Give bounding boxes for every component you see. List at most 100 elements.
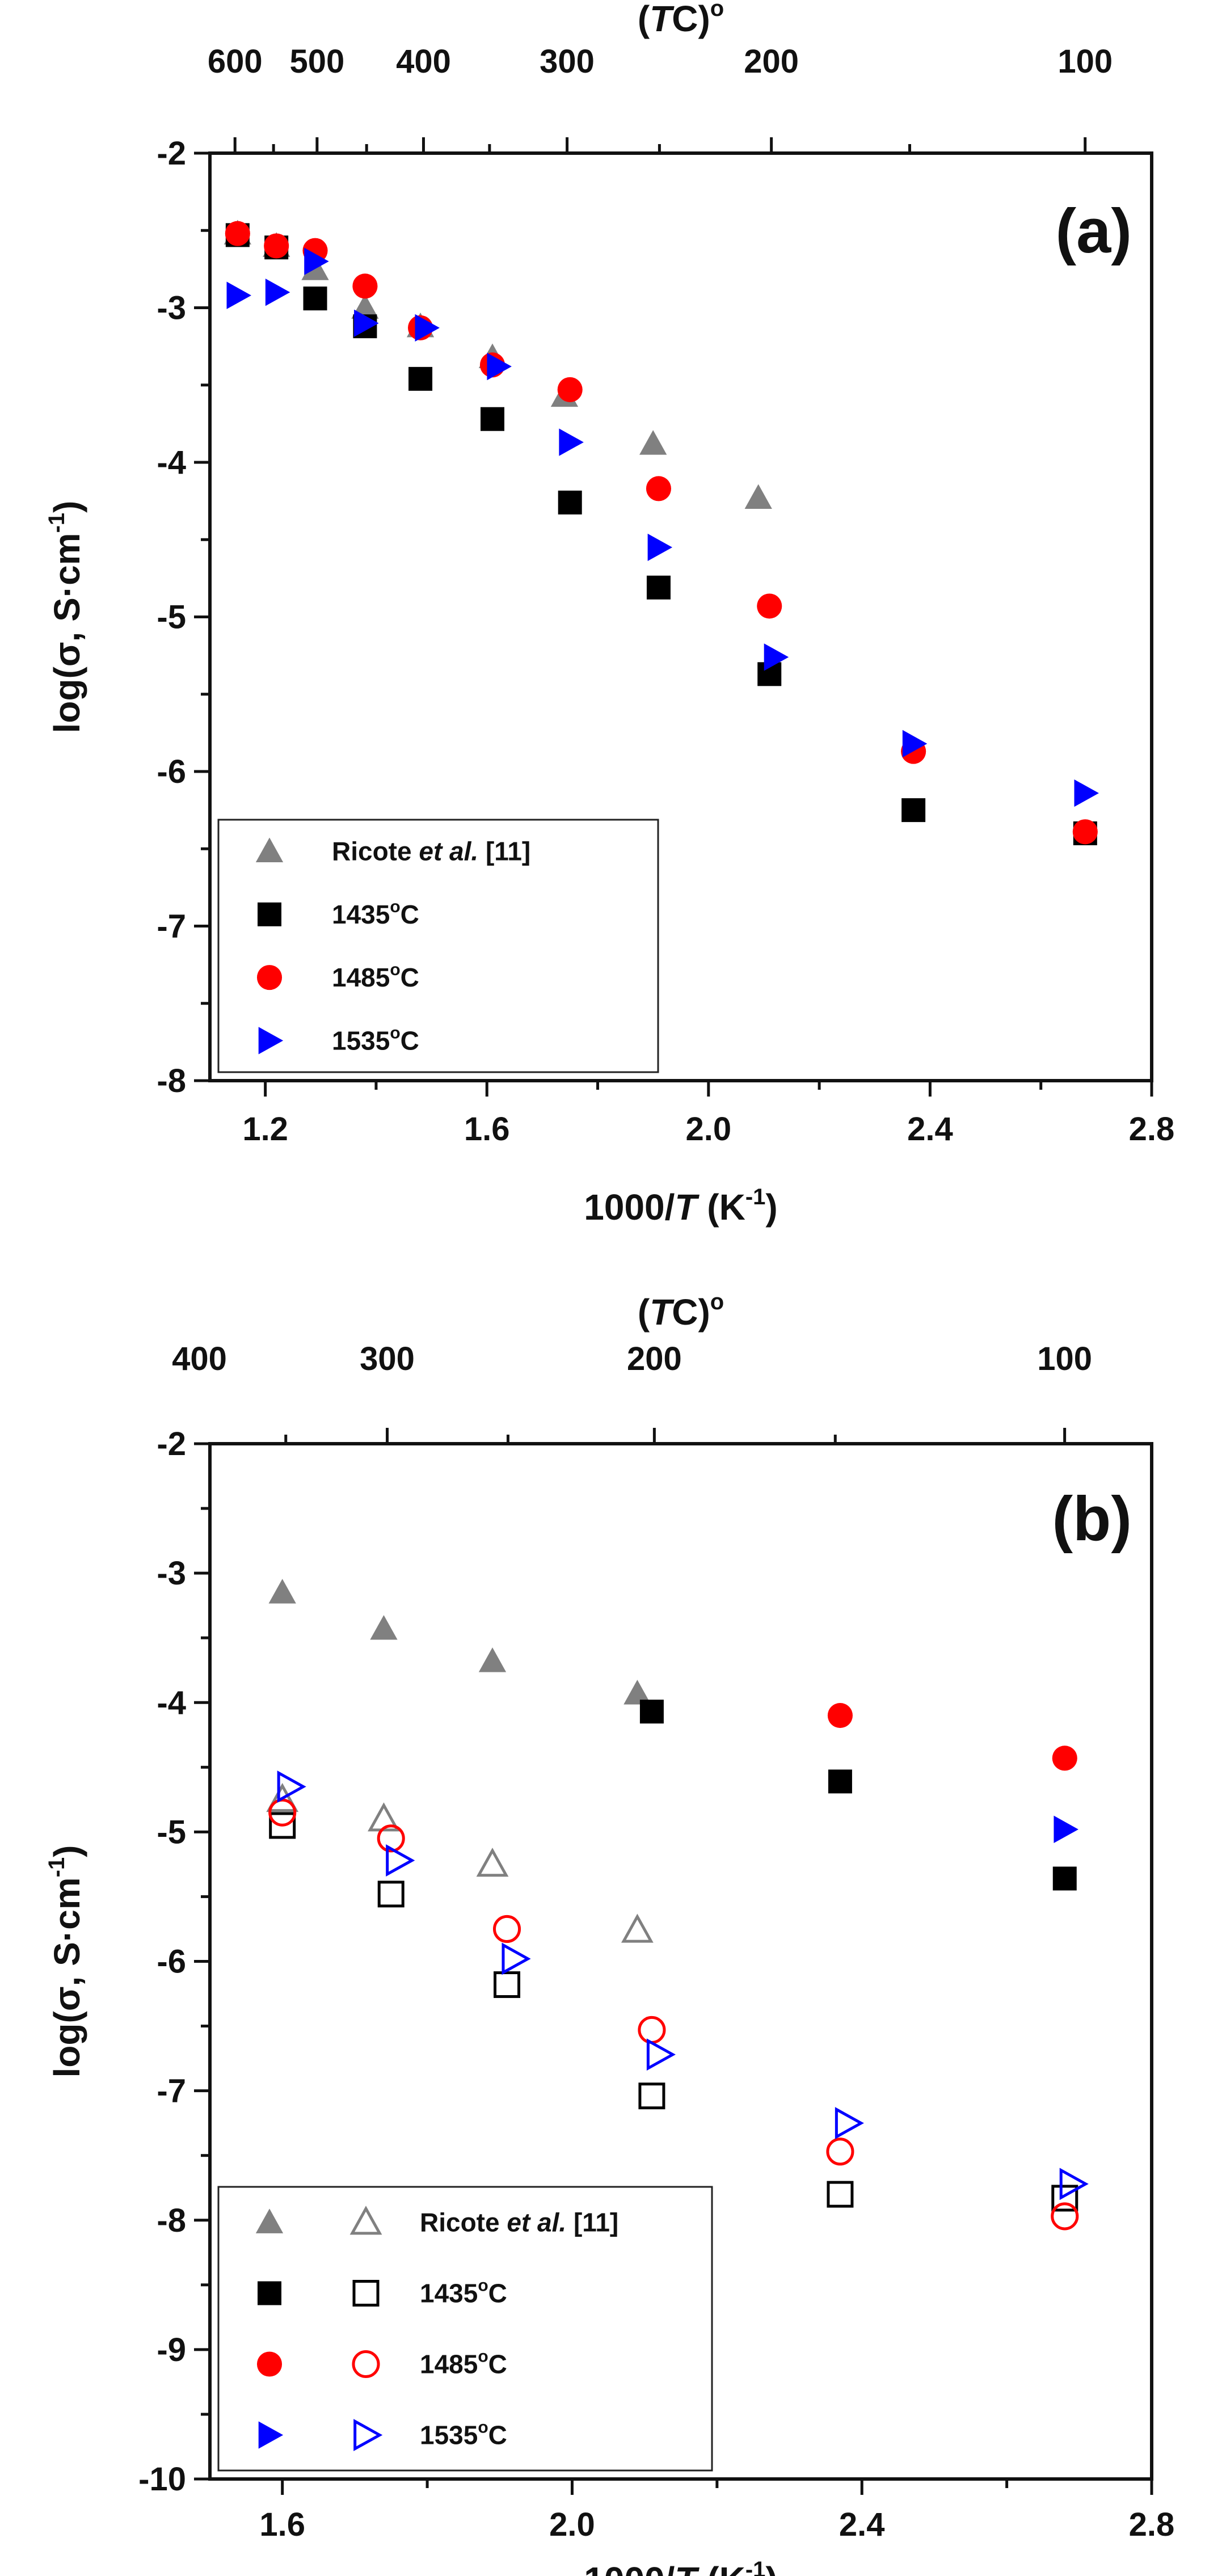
legend-entry: Ricote et al. [11] [255,2206,618,2237]
data-point [225,221,250,246]
series-7 [277,1770,1089,2200]
x-tick-label: 1.2 [242,1111,288,1148]
data-point [476,1848,509,1877]
data-point [277,1770,306,1803]
y-tick-label: -2 [157,135,186,172]
legend: Ricote et al. [11] 1435oC 1485oC 1535oC [217,2186,713,2472]
series-3 [269,1812,1078,2212]
data-point [646,575,671,600]
data-point [1059,2168,1089,2200]
data-point [370,1615,398,1640]
data-point [377,1824,405,1853]
data-point [646,2038,676,2071]
y-tick-label: -6 [157,1943,186,1980]
legend-marker [255,2208,284,2233]
x-tick-label: 2.4 [839,2506,885,2543]
data-point [226,281,251,309]
data-point [559,428,584,456]
top-tick-label: 200 [627,1340,682,1377]
data-point [902,730,928,758]
data-point [487,352,512,381]
legend-entry: Ricote et al. [11] [255,837,530,866]
data-point [764,643,789,671]
x-tick-label: 1.6 [259,2506,305,2543]
data-point [646,476,671,501]
legend: Ricote et al. [11] 1435oC 1485oC 1535oC [217,819,659,1073]
data-point [621,1913,654,1943]
legend-marker [255,837,284,862]
y-tick-label: -3 [157,290,186,327]
data-point [827,2181,854,2208]
legend-marker [256,2351,283,2377]
legend-marker [352,2280,380,2307]
legend-marker [258,902,281,926]
panel-a-chart: 1.2 1.6 2.0 2.4 2.8 -8 -7 -6 -5 -4 -3 -2 600 500 400 30… [44,0,1174,1228]
series-4 [827,1703,1077,1771]
y-tick-label: -5 [157,1814,186,1850]
data-point [1074,779,1099,807]
x-tick-label: 2.8 [1129,1111,1175,1148]
y-tick-label: -9 [157,2332,186,2368]
data-point [638,2082,665,2110]
data-point [352,273,378,299]
x-tick-label: 2.4 [907,1111,953,1148]
panel-label: (a) [1056,196,1132,266]
top-tick-label: 100 [1037,1340,1092,1377]
x-tick-label: 1.6 [464,1111,510,1148]
legend-label: Ricote et al. [11] [420,2208,618,2237]
data-point [266,1783,299,1812]
y-tick-label: -2 [157,1426,186,1462]
data-point [478,1647,507,1672]
y-tick-label: -4 [157,1684,186,1721]
legend-label: Ricote et al. [11] [332,837,530,866]
legend-entry: 1535oC [258,1023,419,1055]
legend-entry: 1485oC [256,960,419,992]
legend-box [217,2186,713,2472]
data-point [827,1703,853,1728]
top-tick-label: 200 [744,43,799,80]
y-tick-label: -7 [157,908,186,945]
top-tick-label: 300 [540,43,595,80]
top-tick-label: 400 [172,1340,227,1377]
data-point [1052,1866,1077,1891]
y-tick-label: -10 [138,2461,186,2498]
legend-marker [258,2421,284,2449]
x-tick-label: 2.8 [1129,2506,1175,2543]
y-axis-title: log(σ, S·cm-1) [44,1845,87,2077]
x-tick-label: 2.0 [549,2506,595,2543]
data-point [826,2137,854,2166]
data-point [558,490,582,515]
top-tick-label: 300 [360,1340,415,1377]
series-1 [266,1783,654,1943]
data-point [494,1971,521,1999]
legend-label: 1535oC [332,1023,419,1055]
data-point [481,407,504,431]
legend-label: 1485oC [332,960,419,992]
data-point [502,1942,531,1975]
data-point [268,1579,296,1604]
data-point [647,533,673,562]
legend-marker [258,2281,281,2305]
legend-marker [349,2206,382,2235]
series-5 [268,1798,1079,2231]
data-point [408,366,433,391]
y-tick-label: -3 [157,1555,186,1592]
legend-entry: 1435oC [258,897,419,929]
data-point [265,279,290,306]
data-point [354,309,379,337]
legend-marker [352,2350,380,2379]
y-tick-label: -5 [157,599,186,636]
top-tick-label: 600 [208,43,263,80]
data-point [268,1798,297,1827]
data-point [1051,2202,1079,2231]
legend-marker [353,2419,383,2451]
panel-label: (b) [1052,1484,1132,1554]
series-2 [639,1700,1077,1891]
x-axis-title: 1000/T (K-1) [584,1184,777,1228]
data-point [557,377,583,402]
data-point [828,1769,852,1794]
data-point [1051,2185,1078,2212]
x-axis-title: 1000/T (K-1) [584,2557,777,2576]
legend-label: 1535oC [420,2418,507,2450]
